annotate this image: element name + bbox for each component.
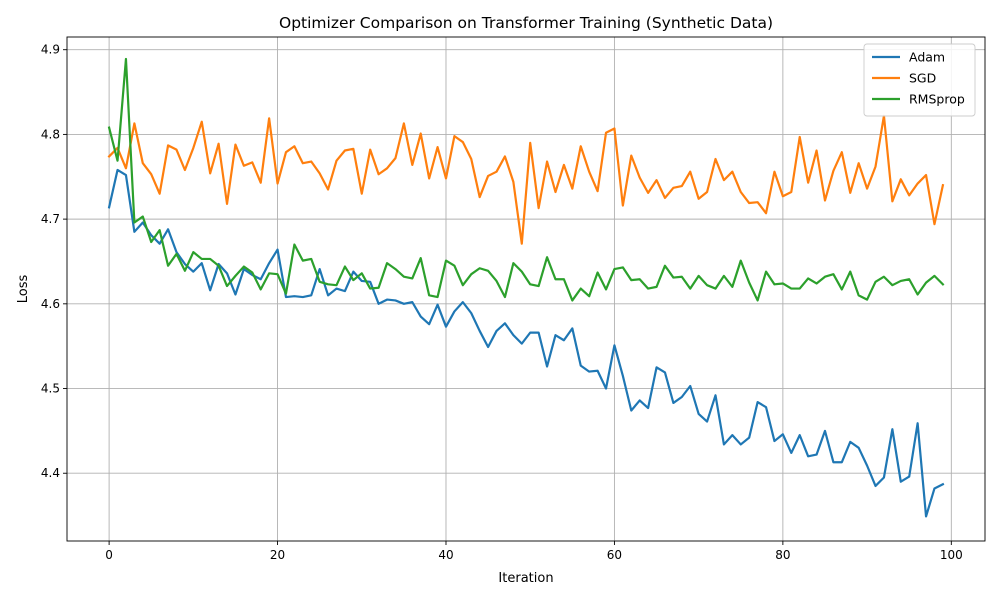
x-tick-label: 80 bbox=[775, 548, 790, 562]
legend: Adam SGD RMSprop bbox=[863, 43, 976, 117]
y-axis-title: Loss bbox=[16, 275, 31, 304]
legend-entries: Adam SGD RMSprop bbox=[872, 50, 965, 107]
x-tick-label: 20 bbox=[270, 548, 285, 562]
grid-lines bbox=[67, 37, 985, 541]
legend-label-adam: Adam bbox=[909, 50, 945, 65]
x-axis-title: Iteration bbox=[498, 571, 553, 586]
y-tick-label: 4.5 bbox=[41, 382, 60, 396]
legend-label-rmsprop: RMSprop bbox=[909, 92, 965, 107]
series-line-rmsprop bbox=[107, 57, 945, 302]
plot-frame bbox=[66, 36, 986, 542]
y-tick-label: 4.6 bbox=[41, 297, 60, 311]
series-line-adam bbox=[107, 168, 945, 518]
y-tick-label: 4.4 bbox=[41, 466, 60, 480]
x-tick-label: 100 bbox=[940, 548, 963, 562]
y-tick-label: 4.9 bbox=[41, 43, 60, 57]
axis-ticks: 0 20 40 60 80 100 4.4 4.5 4.6 4.7 4.8 4.9 bbox=[41, 43, 963, 562]
x-tick-label: 40 bbox=[438, 548, 453, 562]
y-tick-label: 4.8 bbox=[41, 127, 60, 141]
x-tick-label: 0 bbox=[105, 548, 113, 562]
series-lines bbox=[107, 57, 945, 518]
legend-label-sgd: SGD bbox=[909, 71, 936, 86]
series-line-sgd bbox=[107, 114, 945, 245]
y-tick-label: 4.7 bbox=[41, 212, 60, 226]
chart-title: Optimizer Comparison on Transformer Trai… bbox=[279, 14, 773, 32]
x-tick-label: 60 bbox=[607, 548, 622, 562]
